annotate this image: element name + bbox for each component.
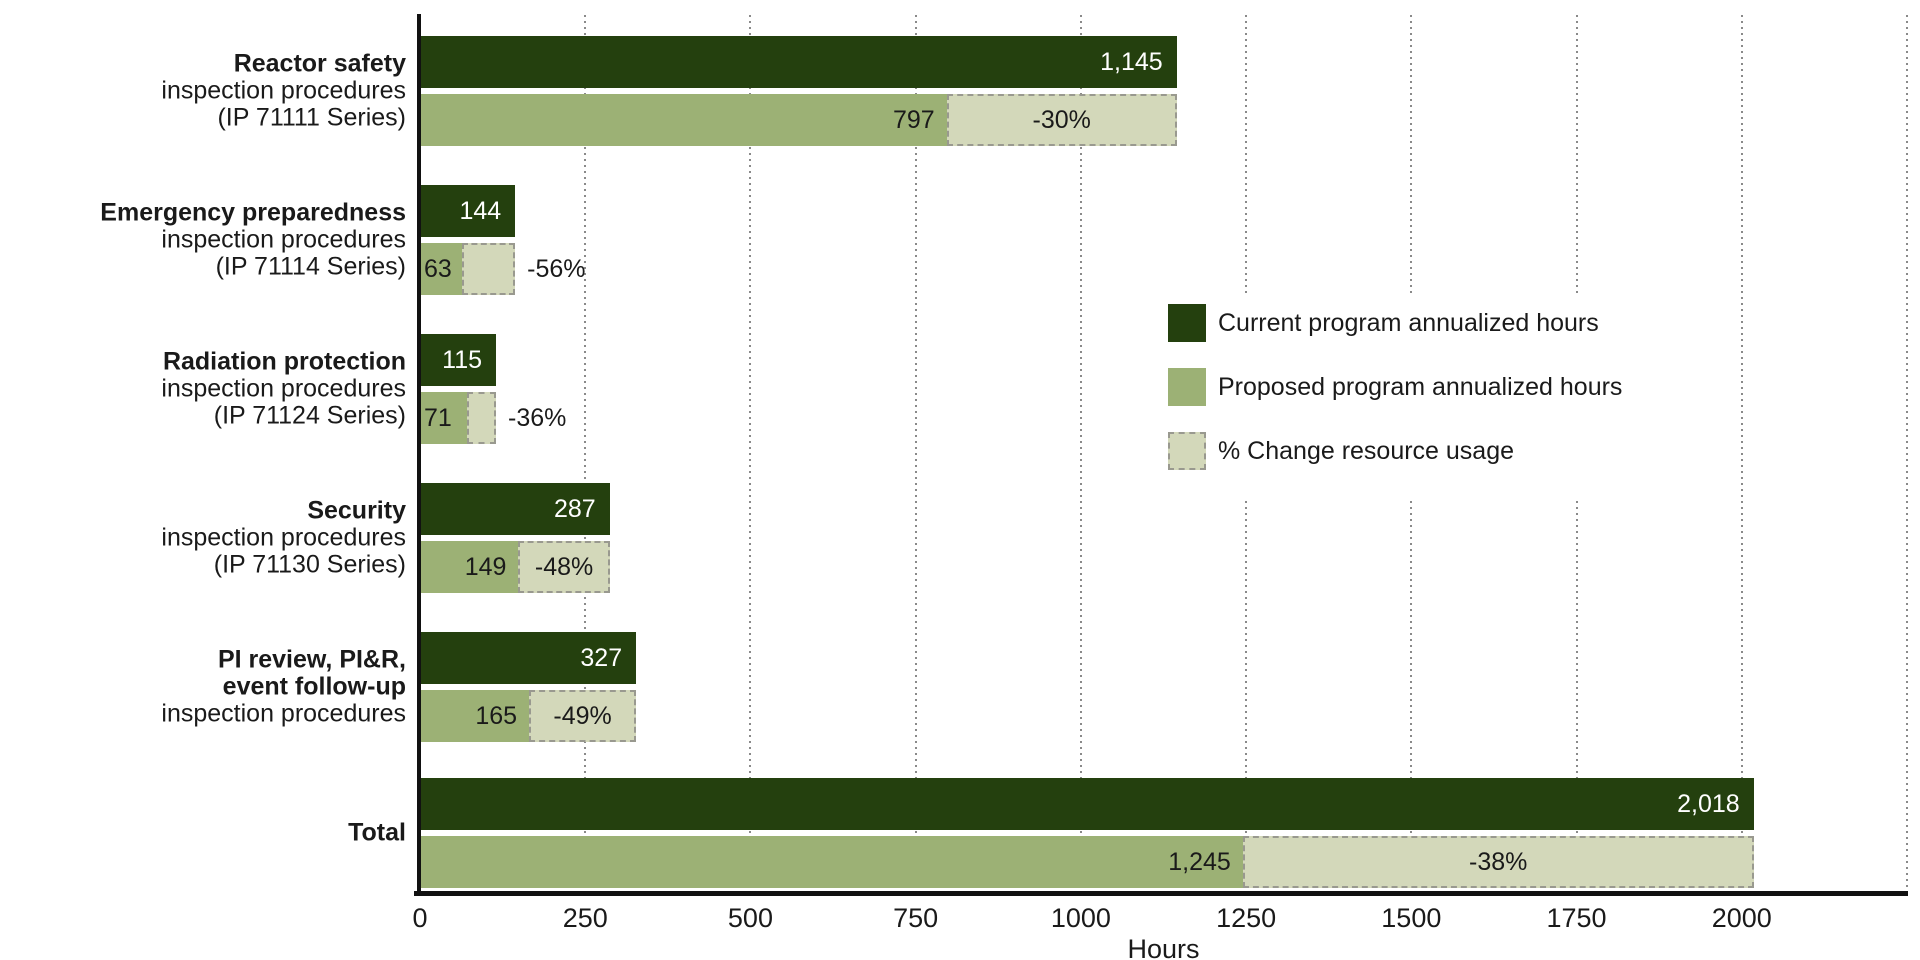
bar-proposed-2: 71	[420, 392, 467, 444]
gridline-750	[914, 15, 917, 893]
category-label-line: (IP 71124 Series)	[213, 401, 406, 430]
x-tick-250: 250	[562, 903, 608, 933]
bar-proposed-5: 1,245	[420, 836, 1243, 888]
y-axis-line	[417, 14, 421, 896]
category-label-5: Total	[0, 818, 406, 847]
bar-change-5: -38%	[1242, 836, 1754, 888]
bar-current-3: 287	[420, 483, 610, 535]
bar-proposed-value-0: 797	[893, 105, 935, 134]
category-label-line: Total	[348, 818, 406, 847]
bar-proposed-4: 165	[420, 690, 530, 742]
pct-change-value-3: -48%	[534, 552, 594, 581]
legend-item-change: % Change resource usage	[1168, 432, 1622, 470]
bar-proposed-value-2: 71	[424, 403, 452, 432]
x-tick-1000: 1000	[1050, 903, 1111, 933]
category-label-line: Emergency preparedness	[100, 198, 406, 227]
bar-change-1	[461, 243, 516, 295]
x-axis-line	[414, 891, 1908, 896]
legend-label-proposed: Proposed program annualized hours	[1218, 372, 1623, 401]
bar-current-2: 115	[420, 334, 496, 386]
bar-current-value-0: 1,145	[1100, 47, 1163, 76]
bar-change-3: -48%	[518, 541, 610, 593]
bar-proposed-1: 63	[420, 243, 462, 295]
category-label-line: Reactor safety	[233, 49, 406, 78]
category-label-line: PI review, PI&R,	[217, 645, 406, 674]
bar-current-value-2: 115	[442, 345, 482, 374]
bar-current-value-5: 2,018	[1677, 789, 1740, 818]
x-tick-0: 0	[412, 903, 428, 933]
category-label-line: inspection procedures	[161, 523, 406, 552]
category-label-1: Emergency preparedness inspection procedu…	[0, 198, 406, 281]
gridline-250	[584, 15, 587, 893]
gridline-2250	[1906, 15, 1908, 893]
legend-label-current: Current program annualized hours	[1218, 308, 1599, 337]
bar-proposed-value-3: 149	[464, 552, 507, 581]
category-label-2: Radiation protection inspection procedure…	[0, 347, 406, 430]
x-tick-1250: 1250	[1216, 903, 1277, 933]
category-label-line: (IP 71130 Series)	[213, 550, 406, 579]
bar-current-5: 2,018	[420, 778, 1754, 830]
category-label-line: (IP 71114 Series)	[215, 252, 406, 281]
legend: Current program annualized hours Propose…	[1156, 294, 1637, 498]
bar-proposed-value-4: 165	[475, 701, 518, 730]
bar-change-2	[466, 392, 496, 444]
legend-item-current: Current program annualized hours	[1168, 304, 1622, 342]
pct-change-value-4: -49%	[553, 701, 612, 730]
legend-label-change: % Change resource usage	[1218, 436, 1515, 465]
category-label-0: Reactor safety inspection procedures (IP 7…	[0, 49, 406, 132]
category-label-3: Security inspection procedures (IP 71130 S…	[0, 496, 406, 579]
category-label-line: inspection procedures	[161, 374, 406, 403]
bar-proposed-value-5: 1,245	[1168, 847, 1231, 876]
pct-change-value-0: -30%	[1032, 105, 1091, 134]
gridline-2000	[1740, 15, 1743, 893]
pct-change-value-5: -38%	[1469, 847, 1528, 876]
legend-item-proposed: Proposed program annualized hours	[1168, 368, 1622, 406]
pct-change-value-2: -36%	[508, 403, 567, 432]
bar-current-4: 327	[420, 632, 637, 684]
x-tick-1750: 1750	[1546, 903, 1607, 933]
bar-proposed-value-1: 63	[424, 254, 452, 283]
x-tick-750: 750	[893, 903, 939, 933]
category-label-line: Radiation protection	[162, 347, 406, 376]
bar-proposed-0: 797	[420, 94, 947, 146]
x-tick-500: 500	[727, 903, 773, 933]
bar-current-value-3: 287	[553, 494, 596, 523]
category-label-line: (IP 71111 Series)	[217, 103, 406, 132]
category-label-line: inspection procedures	[161, 225, 406, 254]
category-label-4: PI review, PI&R, event follow-up inspectio…	[0, 645, 406, 728]
category-label-line: inspection procedures	[161, 699, 406, 728]
x-tick-2000: 2000	[1711, 903, 1772, 933]
bar-current-0: 1,145	[420, 36, 1177, 88]
category-label-line: inspection procedures	[161, 76, 406, 105]
bar-current-value-1: 144	[459, 196, 502, 225]
bar-change-4: -49%	[529, 690, 637, 742]
x-tick-1500: 1500	[1381, 903, 1442, 933]
bar-change-0: -30%	[946, 94, 1177, 146]
category-label-line: event follow-up	[222, 672, 406, 701]
gridline-500	[749, 15, 752, 893]
legend-swatch-change	[1168, 432, 1206, 470]
bar-current-1: 144	[420, 185, 516, 237]
pct-change-value-1: -56%	[527, 254, 586, 283]
x-axis-title: Hours	[1127, 934, 1200, 960]
bar-proposed-3: 149	[420, 541, 519, 593]
legend-swatch-proposed	[1168, 368, 1206, 406]
legend-swatch-current	[1168, 304, 1206, 342]
bar-current-value-4: 327	[580, 643, 623, 672]
category-label-line: Security	[307, 496, 406, 525]
gridline-1000	[1079, 15, 1082, 893]
